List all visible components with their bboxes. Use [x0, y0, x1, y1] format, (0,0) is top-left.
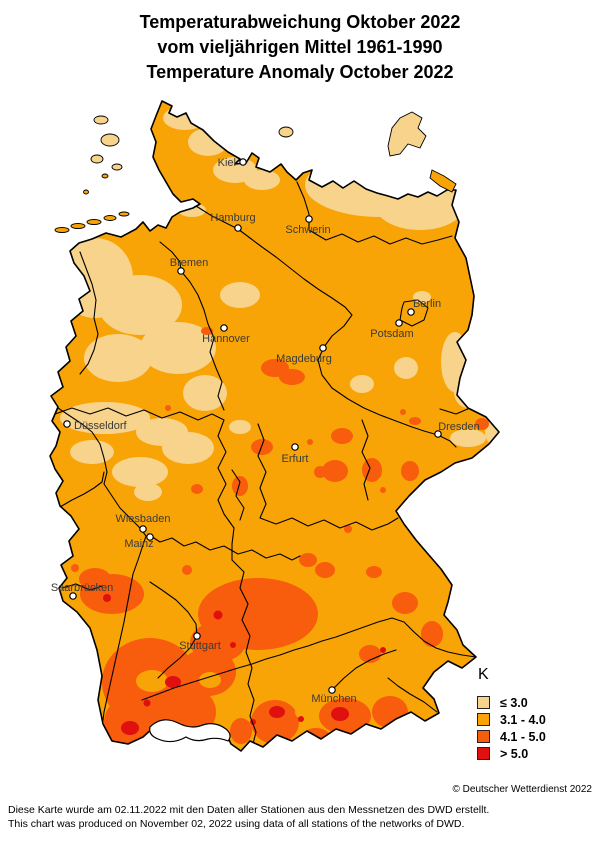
legend-unit: K — [478, 666, 489, 683]
city-label: Hannover — [202, 333, 250, 345]
city-dot — [139, 525, 147, 533]
legend-swatch — [477, 713, 490, 726]
legend-label: > 5.0 — [500, 746, 529, 761]
city-label: Mainz — [124, 538, 153, 550]
islands — [54, 111, 457, 233]
legend-label: 4.1 - 5.0 — [500, 729, 546, 744]
city-label: München — [311, 693, 356, 705]
city-label: Kiel — [218, 157, 236, 169]
legend-label: 3.1 - 4.0 — [500, 712, 546, 727]
city-dot — [291, 443, 299, 451]
city-label: Bremen — [170, 257, 209, 269]
title-line-period: vom vieljährigen Mittel 1961-1990 — [157, 37, 443, 57]
legend-item: 4.1 - 5.0 — [477, 728, 546, 745]
city-markers: Kiel Hamburg Schwerin Bremen Berlin Potsdam Ha… — [51, 157, 480, 705]
germany-outline — [49, 100, 500, 752]
city-label: Stuttgart — [179, 640, 221, 652]
city-label: Dresden — [438, 421, 480, 433]
legend-item: > 5.0 — [477, 745, 546, 762]
city-dot — [407, 308, 415, 316]
legend-item: ≤ 3.0 — [477, 694, 546, 711]
legend-swatch — [477, 730, 490, 743]
city-dot — [234, 224, 242, 232]
city-dot — [220, 324, 228, 332]
city-label: Potsdam — [370, 328, 413, 340]
footer-caption: Diese Karte wurde am 02.11.2022 mit den … — [8, 803, 489, 831]
footer-line-en: This chart was produced on November 02, … — [8, 818, 465, 830]
city-label: Saarbrücken — [51, 582, 113, 594]
legend-swatch — [477, 696, 490, 709]
rivers-and-borders — [54, 181, 487, 749]
title-line-de: Temperaturabweichung Oktober 2022 — [139, 12, 461, 32]
lake-constance — [149, 719, 231, 743]
city-dot — [146, 533, 154, 541]
city-label: Magdeburg — [276, 353, 332, 365]
city-dot — [63, 420, 71, 428]
city-label: Hamburg — [210, 212, 255, 224]
city-dot — [239, 158, 247, 166]
legend-item: 3.1 - 4.0 — [477, 711, 546, 728]
city-label: Düsseldorf — [74, 420, 128, 432]
city-dot — [319, 344, 327, 352]
legend-swatch — [477, 747, 490, 760]
copyright-notice: © Deutscher Wetterdienst 2022 — [452, 784, 592, 795]
city-label: Schwerin — [285, 224, 330, 236]
city-dot — [395, 319, 403, 327]
legend: K ≤ 3.0 3.1 - 4.0 4.1 - 5.0 > 5.0 — [477, 666, 546, 762]
city-dot — [434, 430, 442, 438]
title-line-en: Temperature Anomaly October 2022 — [146, 62, 454, 82]
city-dot — [305, 215, 313, 223]
city-dot — [177, 267, 185, 275]
city-label: Wiesbaden — [115, 513, 170, 525]
map-title: Temperaturabweichung Oktober 2022 vom vi… — [0, 10, 600, 85]
city-label: Erfurt — [282, 453, 309, 465]
city-dot — [328, 686, 336, 694]
city-label: Berlin — [413, 298, 441, 310]
legend-items: ≤ 3.0 3.1 - 4.0 4.1 - 5.0 > 5.0 — [477, 694, 546, 762]
city-dot — [193, 632, 201, 640]
legend-label: ≤ 3.0 — [500, 695, 528, 710]
patches-gt-5 — [103, 594, 386, 735]
footer-line-de: Diese Karte wurde am 02.11.2022 mit den … — [8, 804, 490, 816]
city-dot — [69, 592, 77, 600]
